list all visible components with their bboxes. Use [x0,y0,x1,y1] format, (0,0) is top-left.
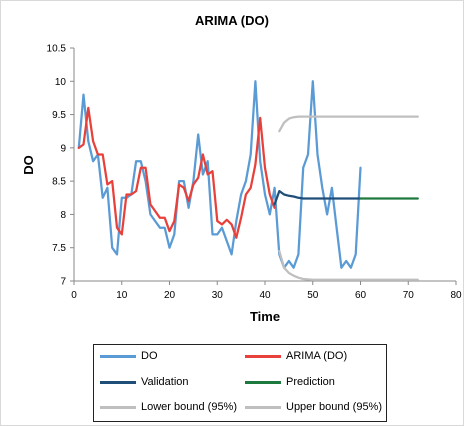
y-tick-label: 7.5 [52,243,66,254]
x-tick-label: 30 [212,290,224,301]
legend-item-upper-bound-95: Upper bound (95%) [245,400,382,414]
chart-title: ARIMA (DO) [195,13,269,28]
x-tick-label: 80 [450,290,462,301]
y-tick-label: 9 [60,143,66,154]
legend-swatch [100,354,136,358]
series-line-lower-bound-95 [278,249,419,281]
x-tick-label: 40 [259,290,271,301]
y-tick-label: 9.5 [52,110,66,121]
legend-swatch [100,405,136,409]
y-axis-title: DO [21,155,36,175]
x-tick-label: 10 [116,290,128,301]
y-tick-label: 8.5 [52,177,66,188]
legend-label: Lower bound (95%) [141,401,238,413]
legend-label: Upper bound (95%) [286,401,383,413]
series-line-arima-do [77,106,276,239]
legend: DO ARIMA (DO) Validation Prediction Lower bo… [93,344,387,422]
y-tick-label: 7 [60,277,66,288]
legend-swatch [245,380,281,384]
series-layer [77,80,419,281]
y-tick-label: 10 [55,77,67,88]
series-line-validation [273,189,362,206]
legend-swatch [100,380,136,384]
axes-layer [73,48,456,282]
legend-item-do: DO [100,349,158,363]
x-tick-label: 0 [71,290,77,301]
legend-label: ARIMA (DO) [286,350,348,362]
x-tick-label: 70 [403,290,415,301]
legend-swatch [245,405,281,409]
y-tick-label: 10.5 [47,44,67,55]
legend-label: Validation [141,376,189,388]
legend-swatch [245,354,281,358]
series-line-upper-bound-95 [278,115,419,133]
legend-item-validation: Validation [100,375,189,389]
legend-label: DO [141,350,158,362]
legend-item-prediction: Prediction [245,375,335,389]
ticks-layer: 0 10 20 30 40 50 60 70 80 7 7.5 8 8.5 9 9.5 10 10.5 [47,44,462,302]
x-tick-label: 50 [307,290,319,301]
series-line-do [77,80,362,269]
x-axis-title: Time [250,309,280,324]
x-tick-label: 60 [355,290,367,301]
legend-label: Prediction [286,376,335,388]
legend-item-lower-bound-95: Lower bound (95%) [100,400,237,414]
legend-item-arima-do: ARIMA (DO) [245,349,347,363]
x-tick-label: 20 [164,290,176,301]
y-tick-label: 8 [60,210,66,221]
